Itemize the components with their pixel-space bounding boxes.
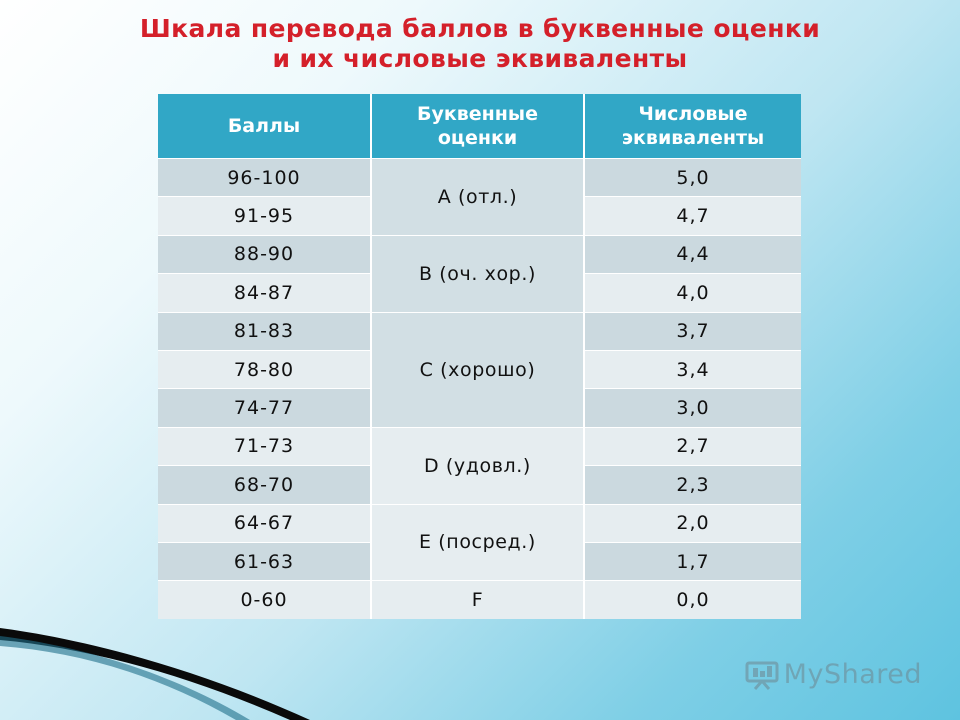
numeric-cell: 1,7 (584, 541, 801, 581)
score-cell: 84-87 (158, 273, 371, 313)
numeric-cell: 4,7 (584, 196, 801, 236)
table-row: 84-87 4,0 (158, 273, 801, 313)
presentation-board-icon (745, 661, 779, 690)
numeric-cell: 0,0 (584, 580, 801, 619)
table-row: 78-80 3,4 (158, 349, 801, 389)
score-cell: 68-70 (158, 465, 371, 505)
header-scores: Баллы (158, 94, 372, 159)
watermark: MyShared (744, 659, 922, 690)
score-cell: 0-60 (158, 580, 371, 619)
table-row: 0-60 F 0,0 (158, 580, 801, 619)
table-row: 91-95 4,7 (158, 196, 801, 236)
score-cell: 88-90 (158, 234, 371, 274)
numeric-cell: 2,3 (584, 465, 801, 505)
score-cell: 96-100 (158, 157, 371, 197)
header-letter-grades: Буквенные оценки (370, 94, 585, 159)
score-cell: 71-73 (158, 426, 371, 466)
table-header-row: Баллы Буквенные оценки Числовые эквивале… (158, 94, 801, 159)
letter-grade-cell: C (хорошо) (370, 311, 585, 428)
title-line-2: и их числовые эквиваленты (272, 44, 688, 73)
numeric-cell: 3,7 (584, 311, 801, 351)
score-cell: 81-83 (158, 311, 371, 351)
numeric-cell: 3,4 (584, 349, 801, 389)
slide-title: Шкала перевода баллов в буквенные оценки… (0, 14, 960, 74)
score-cell: 91-95 (158, 196, 371, 236)
header-numeric-equivalents: Числовые эквиваленты (583, 94, 801, 159)
table-row: 88-90 B (оч. хор.) 4,4 (158, 234, 801, 313)
numeric-cell: 2,0 (584, 503, 801, 543)
numeric-cell: 5,0 (584, 157, 801, 197)
letter-grade-cell: F (370, 580, 585, 619)
table-row: 64-67 E (посред.) 2,0 (158, 503, 801, 581)
score-cell: 64-67 (158, 503, 371, 543)
table-row: 74-77 3,0 (158, 388, 801, 428)
numeric-cell: 4,0 (584, 273, 801, 313)
score-cell: 61-63 (158, 541, 371, 581)
table-row: 68-70 2,3 (158, 465, 801, 505)
letter-grade-cell: B (оч. хор.) (370, 234, 585, 313)
watermark-text: MyShared (783, 659, 922, 690)
table-row: 96-100 A (отл.) 5,0 (158, 157, 801, 236)
score-cell: 74-77 (158, 388, 371, 428)
letter-grade-cell: A (отл.) (370, 158, 585, 236)
numeric-cell: 3,0 (584, 388, 801, 428)
table-row: 81-83 C (хорошо) 3,7 (158, 311, 801, 428)
table-row: 61-63 1,7 (158, 541, 801, 581)
numeric-cell: 2,7 (584, 426, 801, 466)
table-row: 71-73 D (удовл.) 2,7 (158, 426, 801, 505)
letter-grade-cell: E (посред.) (370, 503, 585, 581)
score-cell: 78-80 (158, 349, 371, 389)
title-line-1: Шкала перевода баллов в буквенные оценки (139, 14, 821, 43)
grade-conversion-table: Баллы Буквенные оценки Числовые эквивале… (158, 94, 801, 619)
numeric-cell: 4,4 (584, 234, 801, 274)
letter-grade-cell: D (удовл.) (370, 426, 585, 505)
